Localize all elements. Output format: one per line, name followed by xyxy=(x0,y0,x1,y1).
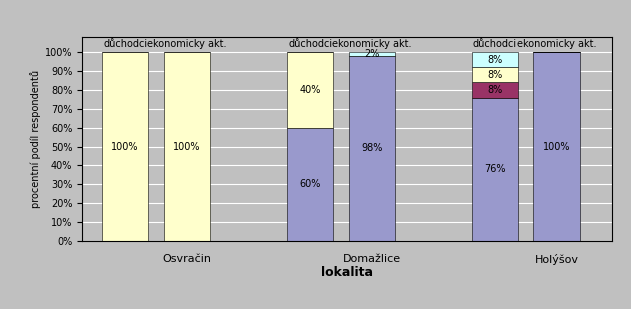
Bar xyxy=(163,52,210,241)
Text: 40%: 40% xyxy=(299,85,321,95)
Text: Domažlice: Domažlice xyxy=(343,254,401,264)
Bar xyxy=(348,56,395,241)
Text: 100%: 100% xyxy=(543,142,570,152)
Text: 76%: 76% xyxy=(484,164,505,174)
Bar xyxy=(533,52,580,241)
Text: 60%: 60% xyxy=(299,179,321,189)
Text: ekonomicky akt.: ekonomicky akt. xyxy=(332,39,411,49)
Bar xyxy=(472,98,518,241)
Text: ekonomicky akt.: ekonomicky akt. xyxy=(517,39,596,49)
Text: ekonomicky akt.: ekonomicky akt. xyxy=(147,39,227,49)
Bar xyxy=(472,52,518,67)
Text: důchodci: důchodci xyxy=(473,39,517,49)
Text: Holýšov: Holýšov xyxy=(534,254,579,265)
Bar xyxy=(348,52,395,56)
Text: důchodci: důchodci xyxy=(288,39,332,49)
Text: 100%: 100% xyxy=(173,142,201,152)
Text: 8%: 8% xyxy=(487,85,503,95)
Bar xyxy=(102,52,148,241)
Text: 8%: 8% xyxy=(487,55,503,65)
Bar xyxy=(287,52,333,128)
Text: Osvračin: Osvračin xyxy=(162,254,211,264)
Y-axis label: procentní podíl respondentů: procentní podíl respondentů xyxy=(30,70,40,208)
Text: 100%: 100% xyxy=(112,142,139,152)
Text: důchodci: důchodci xyxy=(103,39,147,49)
Text: 98%: 98% xyxy=(361,143,382,154)
Text: 2%: 2% xyxy=(364,49,379,59)
Bar xyxy=(287,128,333,241)
Text: 8%: 8% xyxy=(487,70,503,80)
Bar xyxy=(472,67,518,83)
X-axis label: lokalita: lokalita xyxy=(321,266,373,279)
Bar xyxy=(472,83,518,98)
